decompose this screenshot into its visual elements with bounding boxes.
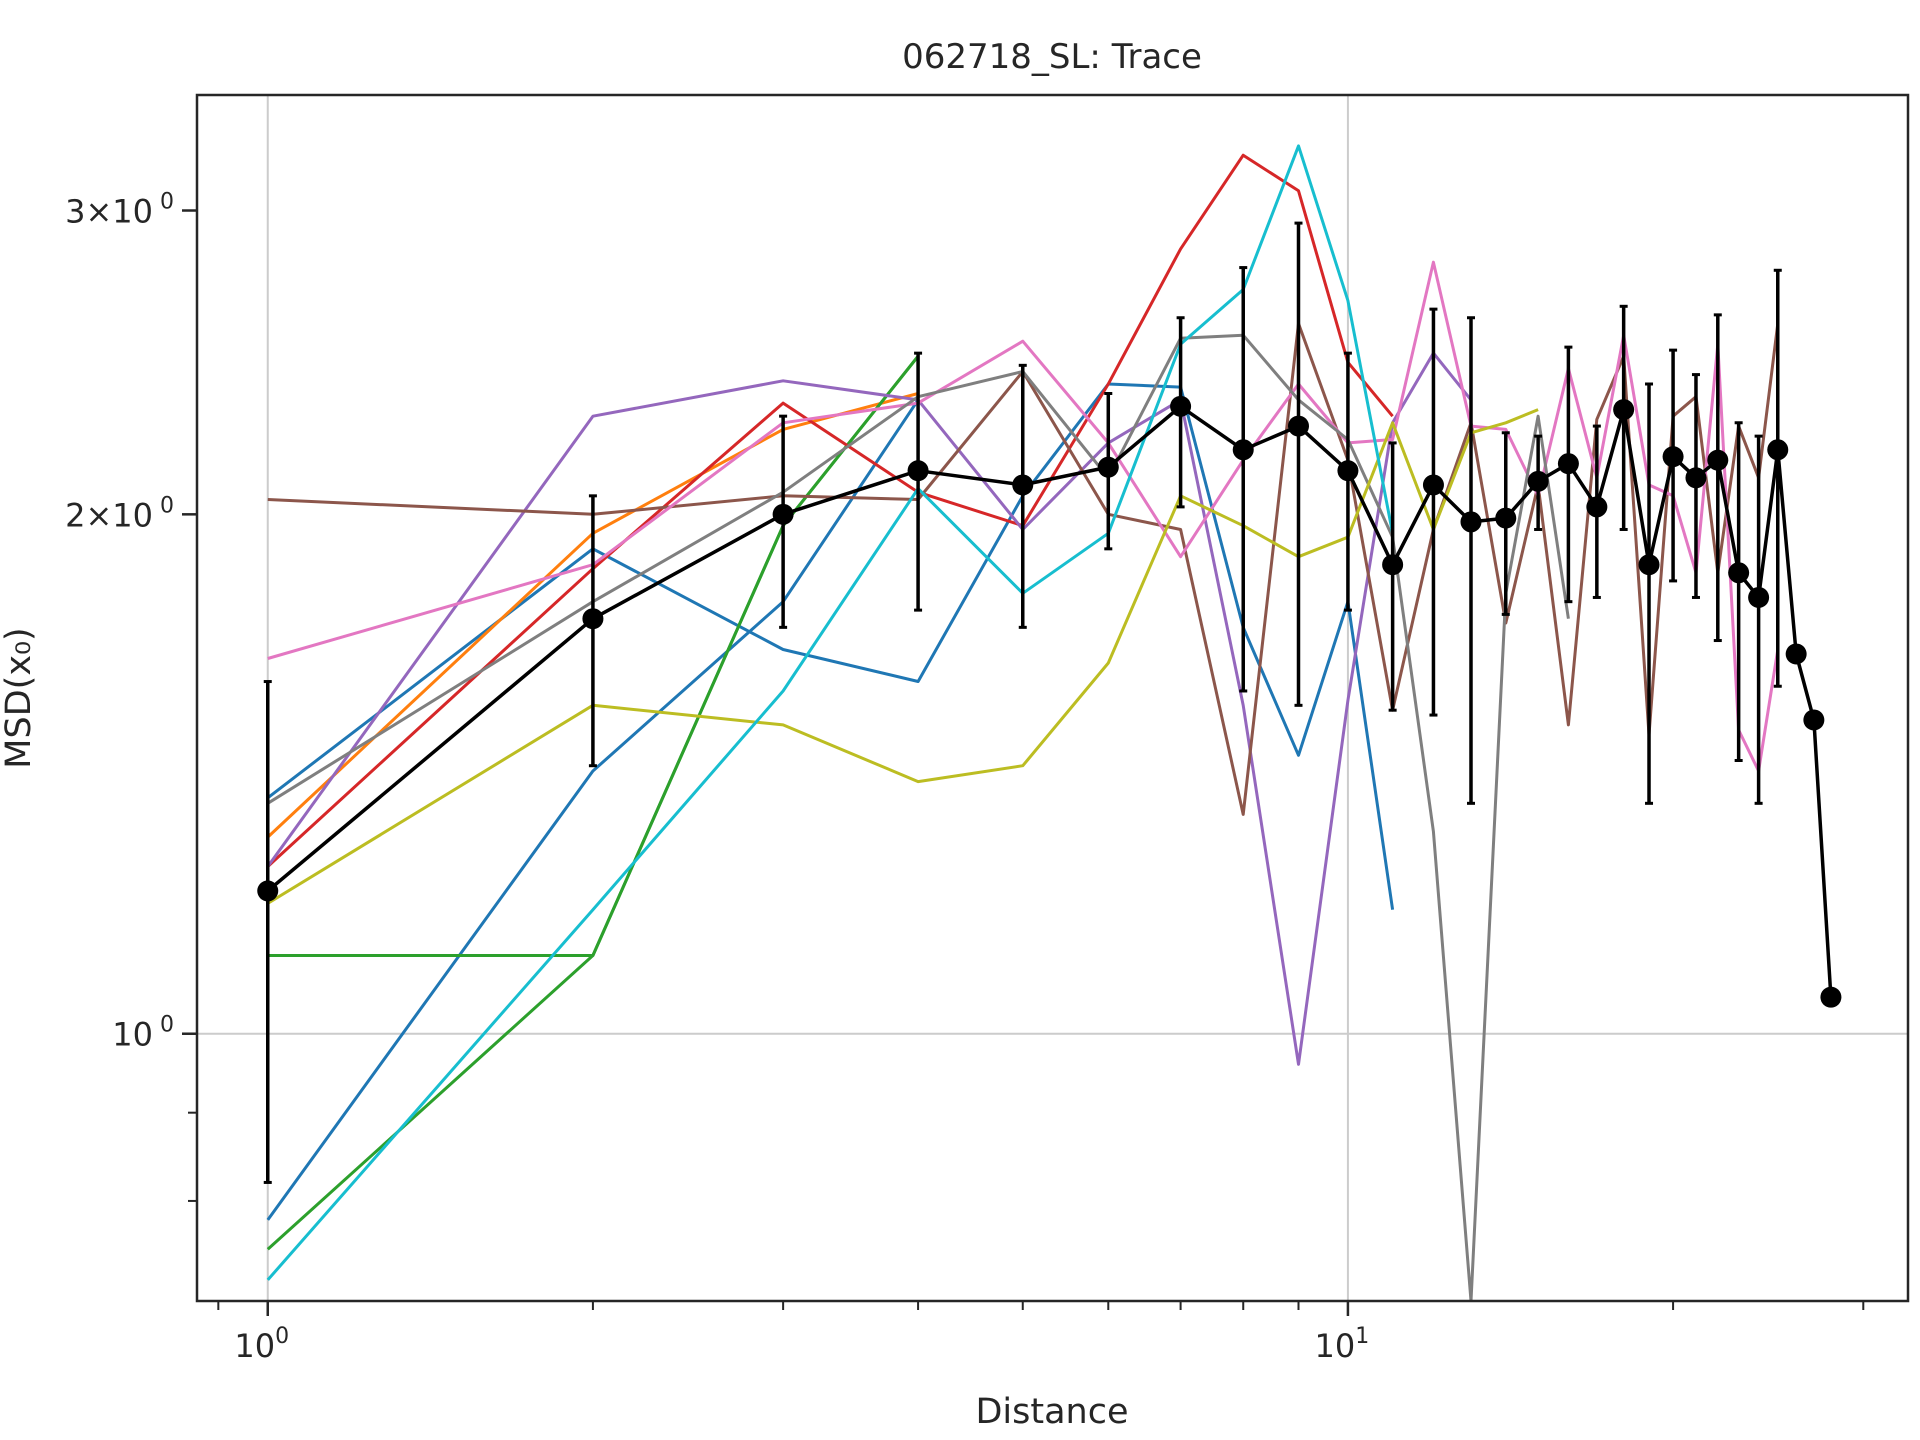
y-tick-label: 10 <box>112 1016 153 1054</box>
mean-point <box>1422 474 1444 496</box>
y-tick-exponent: 0 <box>160 493 174 518</box>
y-tick-exponent: 0 <box>160 190 174 215</box>
mean-point <box>1287 415 1309 437</box>
mean-point <box>1527 470 1549 492</box>
mean-point <box>907 460 929 482</box>
trace-line <box>266 355 920 1251</box>
trace-line <box>267 333 1570 1301</box>
mean-point <box>1803 709 1825 731</box>
mean-point <box>1495 507 1517 529</box>
mean-point <box>257 880 279 902</box>
mean-point <box>1662 446 1684 468</box>
mean-point <box>1382 554 1404 576</box>
mean-point <box>1728 562 1750 584</box>
mean-point <box>1638 554 1660 576</box>
mean-point <box>582 608 604 630</box>
mean-point <box>1685 467 1707 489</box>
y-axis-label: MSD(x₀) <box>0 627 39 768</box>
mean-point <box>1012 474 1034 496</box>
mean-point <box>1707 449 1729 471</box>
mean-point <box>1097 456 1119 478</box>
mean-point <box>1170 395 1192 417</box>
plot-series <box>257 144 1842 1301</box>
trace-line <box>266 153 1394 868</box>
mean-point <box>1337 460 1359 482</box>
mean-point <box>1748 586 1770 608</box>
chart-title: 062718_SL: Trace <box>902 37 1202 77</box>
x-tick-label: 100 <box>234 1324 289 1365</box>
mean-point <box>1613 399 1635 421</box>
mean-line <box>266 404 1833 998</box>
mean-point <box>1586 496 1608 518</box>
x-tick-label: 101 <box>1315 1324 1370 1365</box>
mean-point <box>1460 511 1482 533</box>
mean-point <box>1557 453 1579 475</box>
mean-point <box>772 503 794 525</box>
y-tick-label: 2×10 <box>65 496 153 534</box>
plot-frame <box>195 93 1910 1303</box>
mean-point <box>1767 439 1789 461</box>
trace-line <box>266 399 920 1221</box>
mean-point <box>1232 439 1254 461</box>
mean-point <box>1785 643 1807 665</box>
y-tick-exponent: 0 <box>160 1013 174 1038</box>
y-tick-label: 3×10 <box>65 193 153 231</box>
mean-point <box>1820 986 1842 1008</box>
x-axis-label: Distance <box>975 1392 1128 1432</box>
